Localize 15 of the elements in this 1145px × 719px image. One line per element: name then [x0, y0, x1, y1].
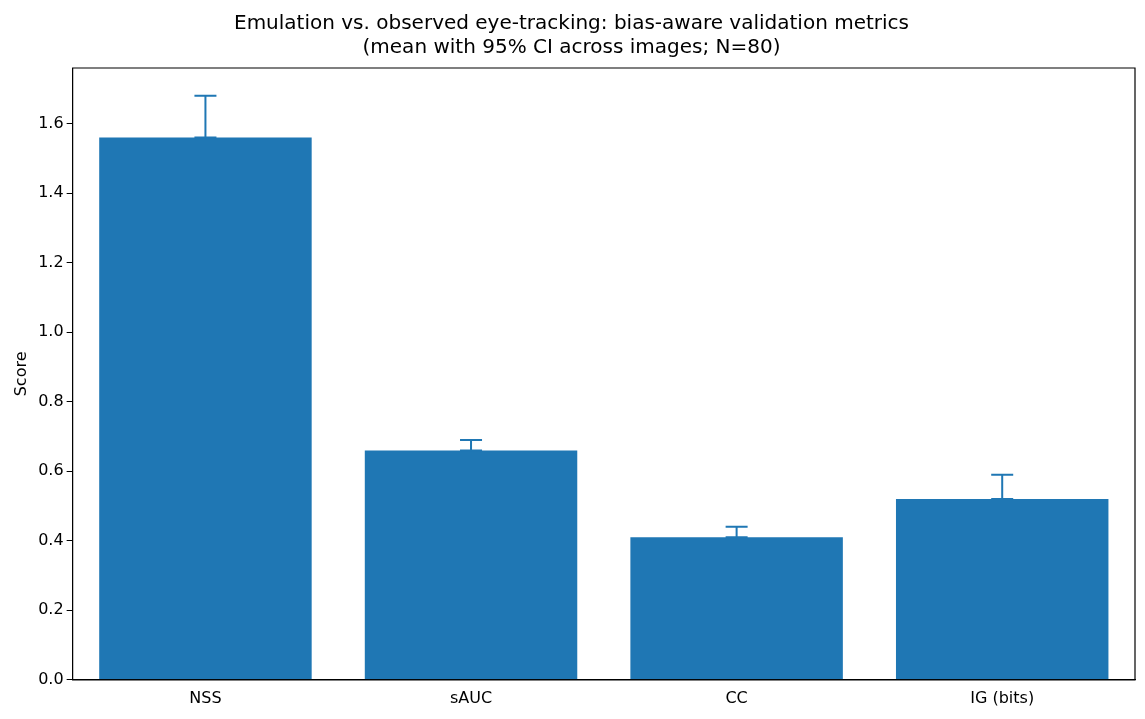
y-tick-label: 1.0 [38, 321, 64, 341]
x-tick-label: NSS [189, 687, 222, 707]
x-tick-label: CC [725, 687, 748, 707]
y-tick-label: 0.8 [38, 390, 64, 410]
y-tick-label: 1.6 [38, 112, 64, 132]
y-tick-label: 0.0 [38, 668, 64, 688]
y-tick-label: 0.2 [38, 599, 64, 619]
y-tick-label: 0.4 [38, 529, 64, 549]
y-tick-label: 1.2 [38, 251, 64, 271]
y-tick-label: 0.6 [38, 460, 64, 480]
y-tick-label: 1.4 [38, 182, 64, 202]
chart-title: Emulation vs. observed eye-tracking: bias-aware validation metrics (mean with 95% CI across images; N=80) [233, 10, 910, 59]
x-tick-label: sAUC [449, 687, 493, 707]
x-tick-label: IG (bits) [970, 687, 1035, 707]
y-axis-title: Score [10, 351, 30, 397]
